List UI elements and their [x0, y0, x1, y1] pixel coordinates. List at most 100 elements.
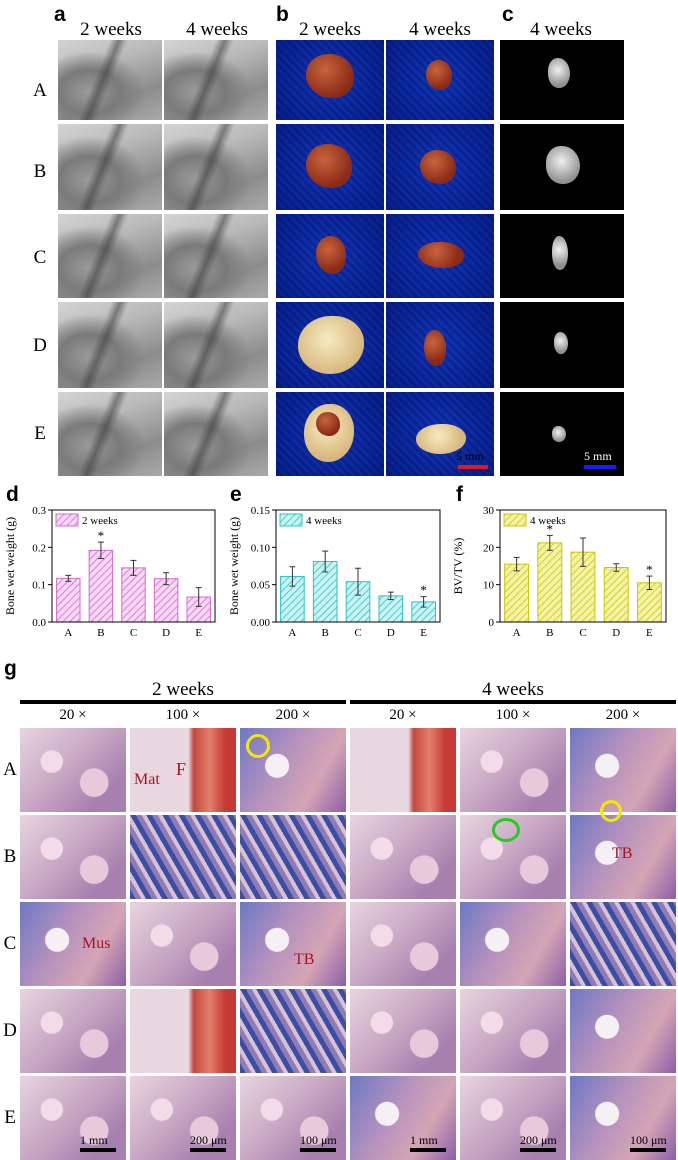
microct-image [500, 214, 624, 298]
significance-marker: * [98, 528, 105, 543]
header-a-4w: 4 weeks [186, 19, 248, 40]
y-tick-label: 0.00 [251, 617, 271, 629]
histology-scale-label: 1 mm [80, 1133, 108, 1147]
histology-row-label: E [4, 1107, 16, 1128]
histology-image [570, 902, 676, 986]
tag-f: F [176, 759, 187, 779]
highlight-circle-yellow [600, 800, 622, 822]
tag-mat: Mat [134, 771, 160, 788]
histology-image [570, 989, 676, 1073]
legend-label: 2 weeks [82, 515, 118, 527]
x-tick-label: C [579, 627, 586, 639]
bar [56, 577, 81, 623]
microct-image [500, 124, 624, 210]
x-tick-label: A [64, 627, 72, 639]
bar [603, 566, 629, 623]
significance-marker: * [646, 562, 653, 577]
y-axis-label: Bone wet weight (g) [227, 517, 241, 615]
histology-row-label: C [3, 933, 17, 954]
histology-image [240, 902, 346, 986]
scale-bar-b [458, 465, 488, 469]
header-c-4w: 4 weeks [530, 19, 592, 40]
histology-image [460, 989, 566, 1073]
histology-image [20, 1076, 126, 1160]
xray-image [164, 214, 268, 298]
x-tick-label: B [546, 627, 553, 639]
y-tick-label: 30 [483, 505, 495, 517]
histology-scale-label: 1 mm [410, 1133, 438, 1147]
specimen-photo [276, 40, 384, 120]
row-label-B: B [33, 161, 47, 182]
histology-image [460, 1076, 566, 1160]
histology-scale-bar [410, 1148, 446, 1152]
xray-image [58, 40, 162, 120]
histology-scale-label: 200 μm [520, 1133, 557, 1147]
highlight-circle-yellow [246, 734, 270, 758]
specimen-photo [386, 40, 494, 120]
histology-image [350, 815, 456, 899]
plot-frame [499, 509, 667, 623]
histology-scale-label: 100 μm [630, 1133, 667, 1147]
specimen-photo [276, 392, 384, 476]
legend-label: 4 weeks [306, 515, 342, 527]
y-tick-label: 0.0 [32, 617, 46, 629]
histology-image [350, 902, 456, 986]
y-axis-label: BV/TV (%) [451, 538, 465, 595]
significance-marker: * [547, 521, 554, 536]
panel-label-d: d [6, 483, 19, 506]
histology-image [20, 728, 126, 812]
panel-label-b: b [276, 3, 289, 26]
specimen-photo [276, 214, 384, 298]
x-tick-label: D [612, 627, 620, 639]
xray-image [164, 40, 268, 120]
x-tick-label: B [322, 627, 329, 639]
microct-image [500, 40, 624, 120]
bar [88, 549, 114, 623]
magnification-label: 100 × [495, 707, 531, 723]
histology-image [20, 902, 126, 986]
xray-image [164, 302, 268, 388]
panel-label-f: f [456, 483, 463, 506]
legend-label: 4 weeks [530, 515, 566, 527]
xray-image [58, 124, 162, 210]
xray-image [164, 392, 268, 476]
panel-label-a: a [54, 3, 66, 26]
y-tick-label: 0.2 [32, 542, 46, 554]
x-tick-label: E [195, 627, 202, 639]
y-tick-label: 20 [483, 542, 495, 554]
magnification-label: 200 × [275, 707, 311, 723]
specimen-photo [386, 302, 494, 388]
row-label-C: C [33, 247, 47, 268]
histology-row-label: D [3, 1020, 17, 1041]
group-bar-2w [20, 700, 346, 704]
specimen-photo [386, 392, 494, 476]
specimen-photo [386, 214, 494, 298]
microct-image [500, 302, 624, 388]
histology-image [460, 728, 566, 812]
x-tick-label: D [162, 627, 170, 639]
tag-tb-c: TB [294, 951, 315, 968]
x-tick-label: C [354, 627, 361, 639]
chart-d: Bone wet weight (g) 0.0 0.1 0.2 0.3 A * B C D E 2 w… [3, 505, 216, 639]
y-tick-label: 0.3 [32, 505, 46, 517]
plot-frame [275, 509, 441, 623]
panel-label-e: e [230, 483, 242, 506]
row-label-D: D [33, 335, 47, 356]
scale-bar-b-label: 5 mm [456, 449, 484, 463]
row-label-E: E [34, 423, 46, 444]
histology-scale-bar [300, 1148, 336, 1152]
xray-image [164, 124, 268, 210]
header-b-2w: 2 weeks [299, 19, 361, 40]
y-tick-label: 0.05 [251, 580, 271, 592]
histology-image [130, 989, 236, 1073]
tag-mus: Mus [82, 935, 111, 952]
histology-image [240, 815, 346, 899]
x-tick-label: E [646, 627, 653, 639]
specimen-photo [276, 124, 384, 210]
chart-f: BV/TV (%) 0 10 20 30 A * B C D * E 4 weeks [451, 505, 667, 639]
x-tick-label: C [130, 627, 137, 639]
histology-image [20, 815, 126, 899]
legend-swatch [55, 513, 79, 527]
histology-image [570, 815, 676, 899]
scale-bar-c-label: 5 mm [584, 449, 612, 463]
